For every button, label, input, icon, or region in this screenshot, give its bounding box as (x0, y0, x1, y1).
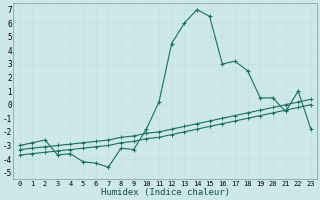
X-axis label: Humidex (Indice chaleur): Humidex (Indice chaleur) (101, 188, 230, 197)
